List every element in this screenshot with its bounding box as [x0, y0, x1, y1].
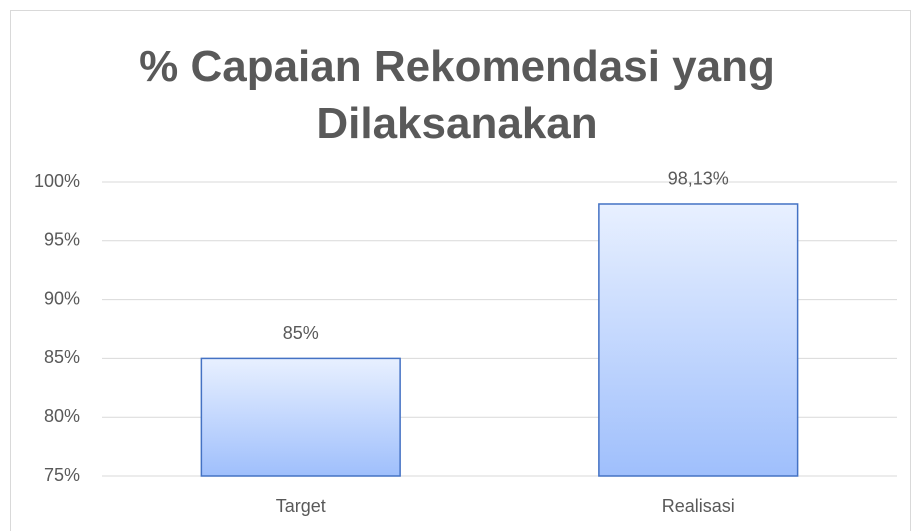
- y-tick-label: 100%: [34, 171, 80, 191]
- chart-border: [10, 10, 911, 531]
- chart-title: % Capaian Rekomendasi yang Dilaksanakan: [139, 42, 775, 148]
- bar: [598, 203, 799, 477]
- y-tick-label: 80%: [44, 406, 80, 426]
- bar: [200, 357, 401, 477]
- y-tick-label: 75%: [44, 465, 80, 485]
- y-tick-label: 90%: [44, 288, 80, 308]
- y-tick-label: 85%: [44, 347, 80, 367]
- data-label: 98,13%: [668, 169, 729, 189]
- data-label: 85%: [283, 323, 319, 343]
- x-tick-label: Target: [276, 496, 326, 516]
- x-tick-label: Realisasi: [662, 496, 735, 516]
- y-tick-label: 95%: [44, 230, 80, 250]
